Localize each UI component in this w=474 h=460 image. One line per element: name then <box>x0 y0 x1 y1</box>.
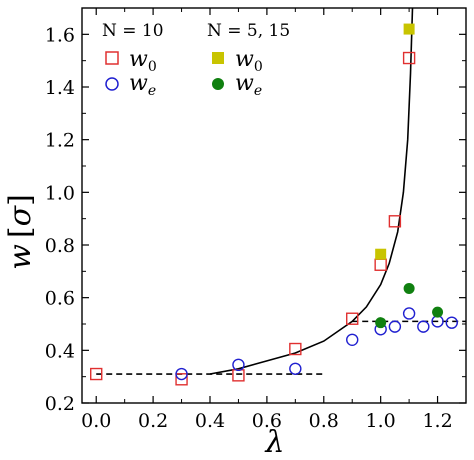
legend-we-n10-label: we <box>129 71 156 99</box>
point-w0-n515 <box>403 23 415 35</box>
y-tick-label: 0.4 <box>45 340 75 362</box>
fit-curve <box>209 8 414 375</box>
x-tick-label: 0.8 <box>309 410 339 432</box>
x-tick-label: 0.4 <box>195 410 225 432</box>
y-axis-label: w[σ] <box>3 194 38 270</box>
y-tick-label: 1.2 <box>45 130 75 152</box>
point-we-n10 <box>289 362 302 375</box>
x-tick-label: 0.0 <box>81 410 111 432</box>
point-we-n10 <box>445 316 458 329</box>
x-tick-label: 0.6 <box>252 410 282 432</box>
y-tick-label: 0.6 <box>45 288 75 310</box>
legend-group1-title: N = 10 <box>102 21 164 41</box>
point-we-n10 <box>346 333 359 346</box>
point-we-n10 <box>417 320 430 333</box>
legend-w0-n10-label: w0 <box>129 47 157 75</box>
x-axis-label: λ <box>264 425 284 460</box>
point-w0-n10 <box>346 312 359 325</box>
legend-we-n10-marker <box>105 77 119 91</box>
y-tick-label: 1.4 <box>45 77 75 99</box>
x-tick-label: 0.2 <box>138 410 168 432</box>
y-tick-label: 0.2 <box>45 393 75 415</box>
point-we-n515 <box>403 282 415 294</box>
point-we-n10 <box>232 358 245 372</box>
point-w0-n515 <box>375 248 387 260</box>
point-w0-n10 <box>289 342 302 356</box>
x-tick-label: 1.0 <box>366 410 396 432</box>
plot-area <box>90 8 466 386</box>
x-tick-label: 1.2 <box>422 410 452 432</box>
point-we-n10 <box>175 367 188 381</box>
point-w0-n10 <box>402 51 416 65</box>
plot-frame <box>81 7 467 404</box>
legend-w0-n515-marker <box>212 52 224 64</box>
point-w0-n10 <box>388 215 402 228</box>
legend-w0-n10-marker <box>105 51 119 65</box>
point-w0-n10 <box>374 258 387 271</box>
legend-we-n515-marker <box>212 78 224 90</box>
y-tick-label: 1.6 <box>45 24 75 46</box>
point-w0-n10 <box>232 369 245 382</box>
point-w0-n10 <box>175 373 188 386</box>
point-we-n10 <box>402 307 416 320</box>
axes: 0.0 0.2 0.4 0.6 0.8 1.0 1.2 0.2 0.4 0.6 0.8 1.0 1.2 1… <box>45 7 467 432</box>
legend-w0-n515-label: w0 <box>235 47 263 75</box>
legend-we-n515-label: we <box>235 71 262 99</box>
point-we-n515 <box>375 317 387 329</box>
legend-group2-title: N = 5, 15 <box>207 21 290 41</box>
legend: N = 10 N = 5, 15 w0 w0 we we <box>102 21 290 99</box>
point-we-n515 <box>432 306 444 318</box>
point-we-n10 <box>388 320 402 333</box>
point-w0-n10 <box>90 367 103 381</box>
y-tick-label: 0.8 <box>45 235 75 257</box>
y-tick-label: 1.0 <box>45 182 75 204</box>
